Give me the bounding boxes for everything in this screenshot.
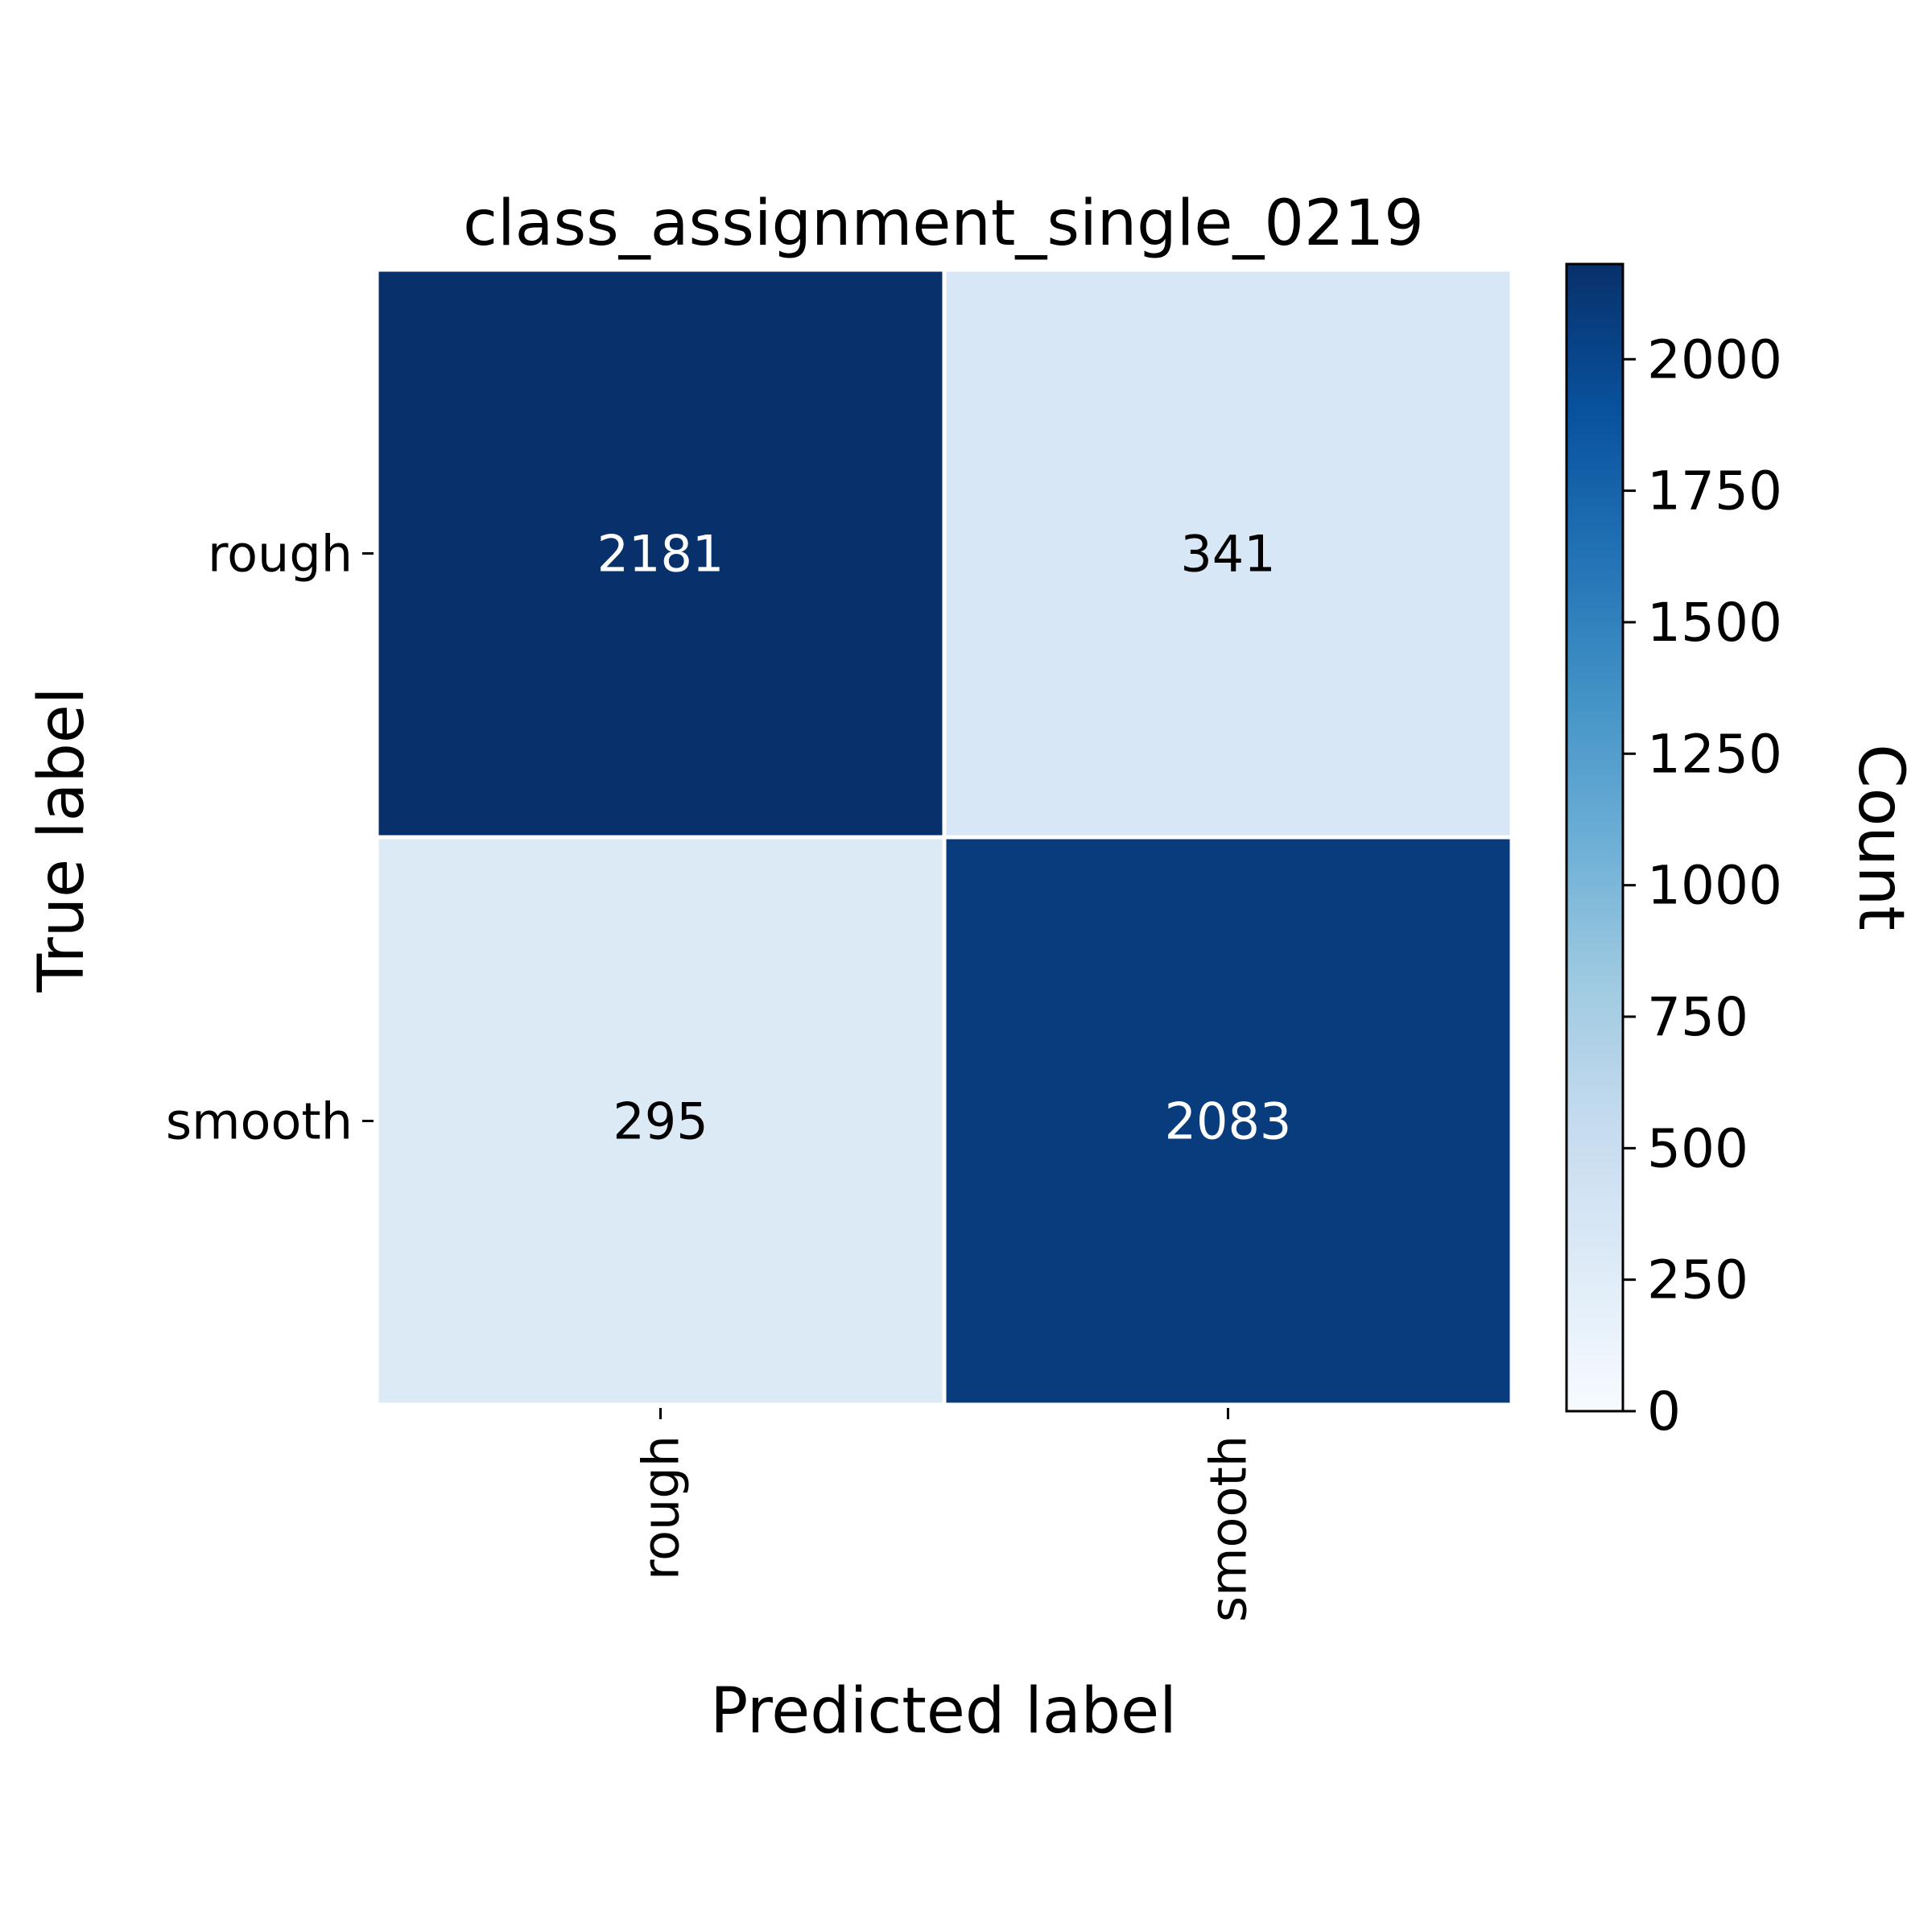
heatmap-cell-labels: 2181 341 295 2083 [597,525,1292,1151]
heatmap-cell-smooth-rough [378,839,943,1403]
colorbar-tick-label: 1500 [1647,592,1782,654]
colorbar-tick-label: 1250 [1647,723,1782,785]
colorbar-tick-label: 500 [1647,1117,1748,1179]
colorbar-tick-label: 0 [1647,1381,1681,1443]
y-tick-label: smooth [166,1092,353,1151]
cell-value-label: 341 [1180,525,1275,584]
y-tick-label: rough [208,525,353,584]
y-axis-ticks: rough smooth [166,525,374,1151]
cell-value-label: 295 [613,1092,708,1151]
cell-value-label: 2181 [597,525,724,584]
cell-value-label: 2083 [1165,1092,1292,1151]
x-axis-ticks: rough smooth [632,1408,1258,1622]
chart-title: class_assignment_single_0219 [463,188,1424,260]
colorbar-tick-label: 250 [1647,1249,1748,1311]
x-tick-label: rough [632,1435,691,1580]
heatmap-cell-rough-smooth [946,271,1510,836]
x-axis-label: Predicted label [710,1675,1177,1748]
heatmap-cells [378,271,1510,1403]
x-tick-label: smooth [1199,1435,1258,1622]
colorbar-ticks: 0 250 500 750 1000 1250 1500 1750 2000 [1623,328,1782,1443]
colorbar-tick-label: 750 [1647,986,1748,1048]
y-axis-label: True label [26,687,98,993]
colorbar-tick-label: 1000 [1647,855,1782,917]
heatmap-cell-smooth-smooth [946,839,1510,1403]
colorbar-tick-label: 1750 [1647,460,1782,522]
heatmap-cell-rough-rough [378,271,943,836]
colorbar-tick-label: 2000 [1647,328,1782,390]
colorbar-label: Count [1844,744,1917,931]
colorbar [1565,262,1624,1413]
